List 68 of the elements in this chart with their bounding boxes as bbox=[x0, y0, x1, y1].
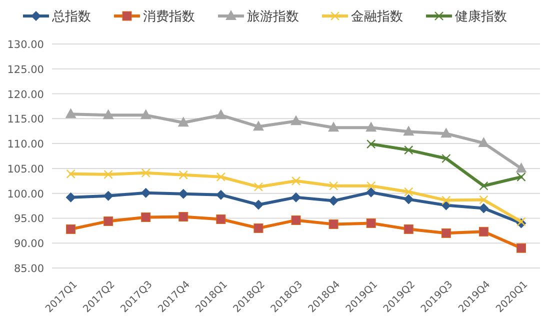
legend-label: 旅游指数 bbox=[247, 10, 299, 24]
y-tick-label: 95.00 bbox=[14, 213, 44, 226]
point bbox=[65, 108, 76, 118]
point bbox=[178, 116, 189, 127]
point bbox=[104, 216, 114, 226]
point bbox=[516, 243, 526, 253]
point bbox=[478, 226, 488, 236]
point bbox=[104, 170, 113, 180]
point bbox=[291, 176, 301, 186]
point bbox=[479, 181, 488, 190]
point bbox=[404, 194, 414, 204]
point bbox=[366, 187, 376, 198]
point bbox=[442, 196, 451, 205]
point bbox=[366, 218, 376, 228]
point bbox=[215, 109, 226, 120]
point bbox=[328, 219, 338, 229]
point bbox=[141, 168, 150, 178]
y-tick-label: 100.00 bbox=[7, 188, 44, 200]
point bbox=[516, 162, 527, 172]
point bbox=[328, 122, 340, 132]
point bbox=[216, 172, 226, 182]
point bbox=[66, 192, 76, 202]
y-tick-label: 105.00 bbox=[7, 163, 44, 176]
y-tick-label: 85.00 bbox=[14, 263, 44, 275]
point bbox=[328, 181, 338, 190]
point bbox=[479, 195, 488, 204]
point bbox=[366, 139, 376, 149]
legend-label: 消费指数 bbox=[143, 10, 195, 24]
legend-label: 健康指数 bbox=[455, 10, 507, 24]
point bbox=[66, 169, 76, 179]
point bbox=[291, 192, 301, 202]
y-tick-label: 120.00 bbox=[7, 88, 44, 101]
point bbox=[442, 154, 451, 164]
point bbox=[140, 109, 152, 120]
point bbox=[140, 188, 151, 198]
point bbox=[328, 196, 339, 206]
y-tick-label: 110.00 bbox=[7, 138, 44, 151]
y-tick-label: 90.00 bbox=[14, 238, 44, 250]
point bbox=[66, 224, 76, 234]
point bbox=[404, 187, 414, 196]
point bbox=[178, 212, 188, 222]
point bbox=[102, 109, 114, 120]
point bbox=[178, 188, 188, 199]
y-tick-label: 115.00 bbox=[7, 114, 44, 126]
point bbox=[254, 223, 264, 233]
point bbox=[290, 115, 302, 126]
point bbox=[403, 126, 414, 136]
legend-label: 总指数 bbox=[51, 10, 91, 24]
point bbox=[216, 190, 226, 200]
point bbox=[404, 145, 414, 155]
legend-label: 金融指数 bbox=[351, 10, 403, 24]
point bbox=[253, 200, 264, 210]
point bbox=[254, 182, 264, 192]
point bbox=[252, 120, 264, 131]
point bbox=[441, 228, 451, 238]
y-tick-label: 125.00 bbox=[7, 64, 44, 76]
y-tick-label: 130.00 bbox=[7, 39, 44, 51]
point bbox=[516, 172, 526, 182]
point bbox=[440, 128, 452, 138]
point bbox=[178, 170, 188, 180]
point bbox=[404, 224, 414, 234]
point bbox=[366, 181, 376, 190]
point bbox=[291, 215, 301, 225]
point bbox=[478, 203, 489, 214]
point bbox=[366, 122, 377, 132]
point bbox=[216, 214, 226, 224]
point bbox=[103, 190, 114, 201]
point bbox=[141, 212, 151, 222]
